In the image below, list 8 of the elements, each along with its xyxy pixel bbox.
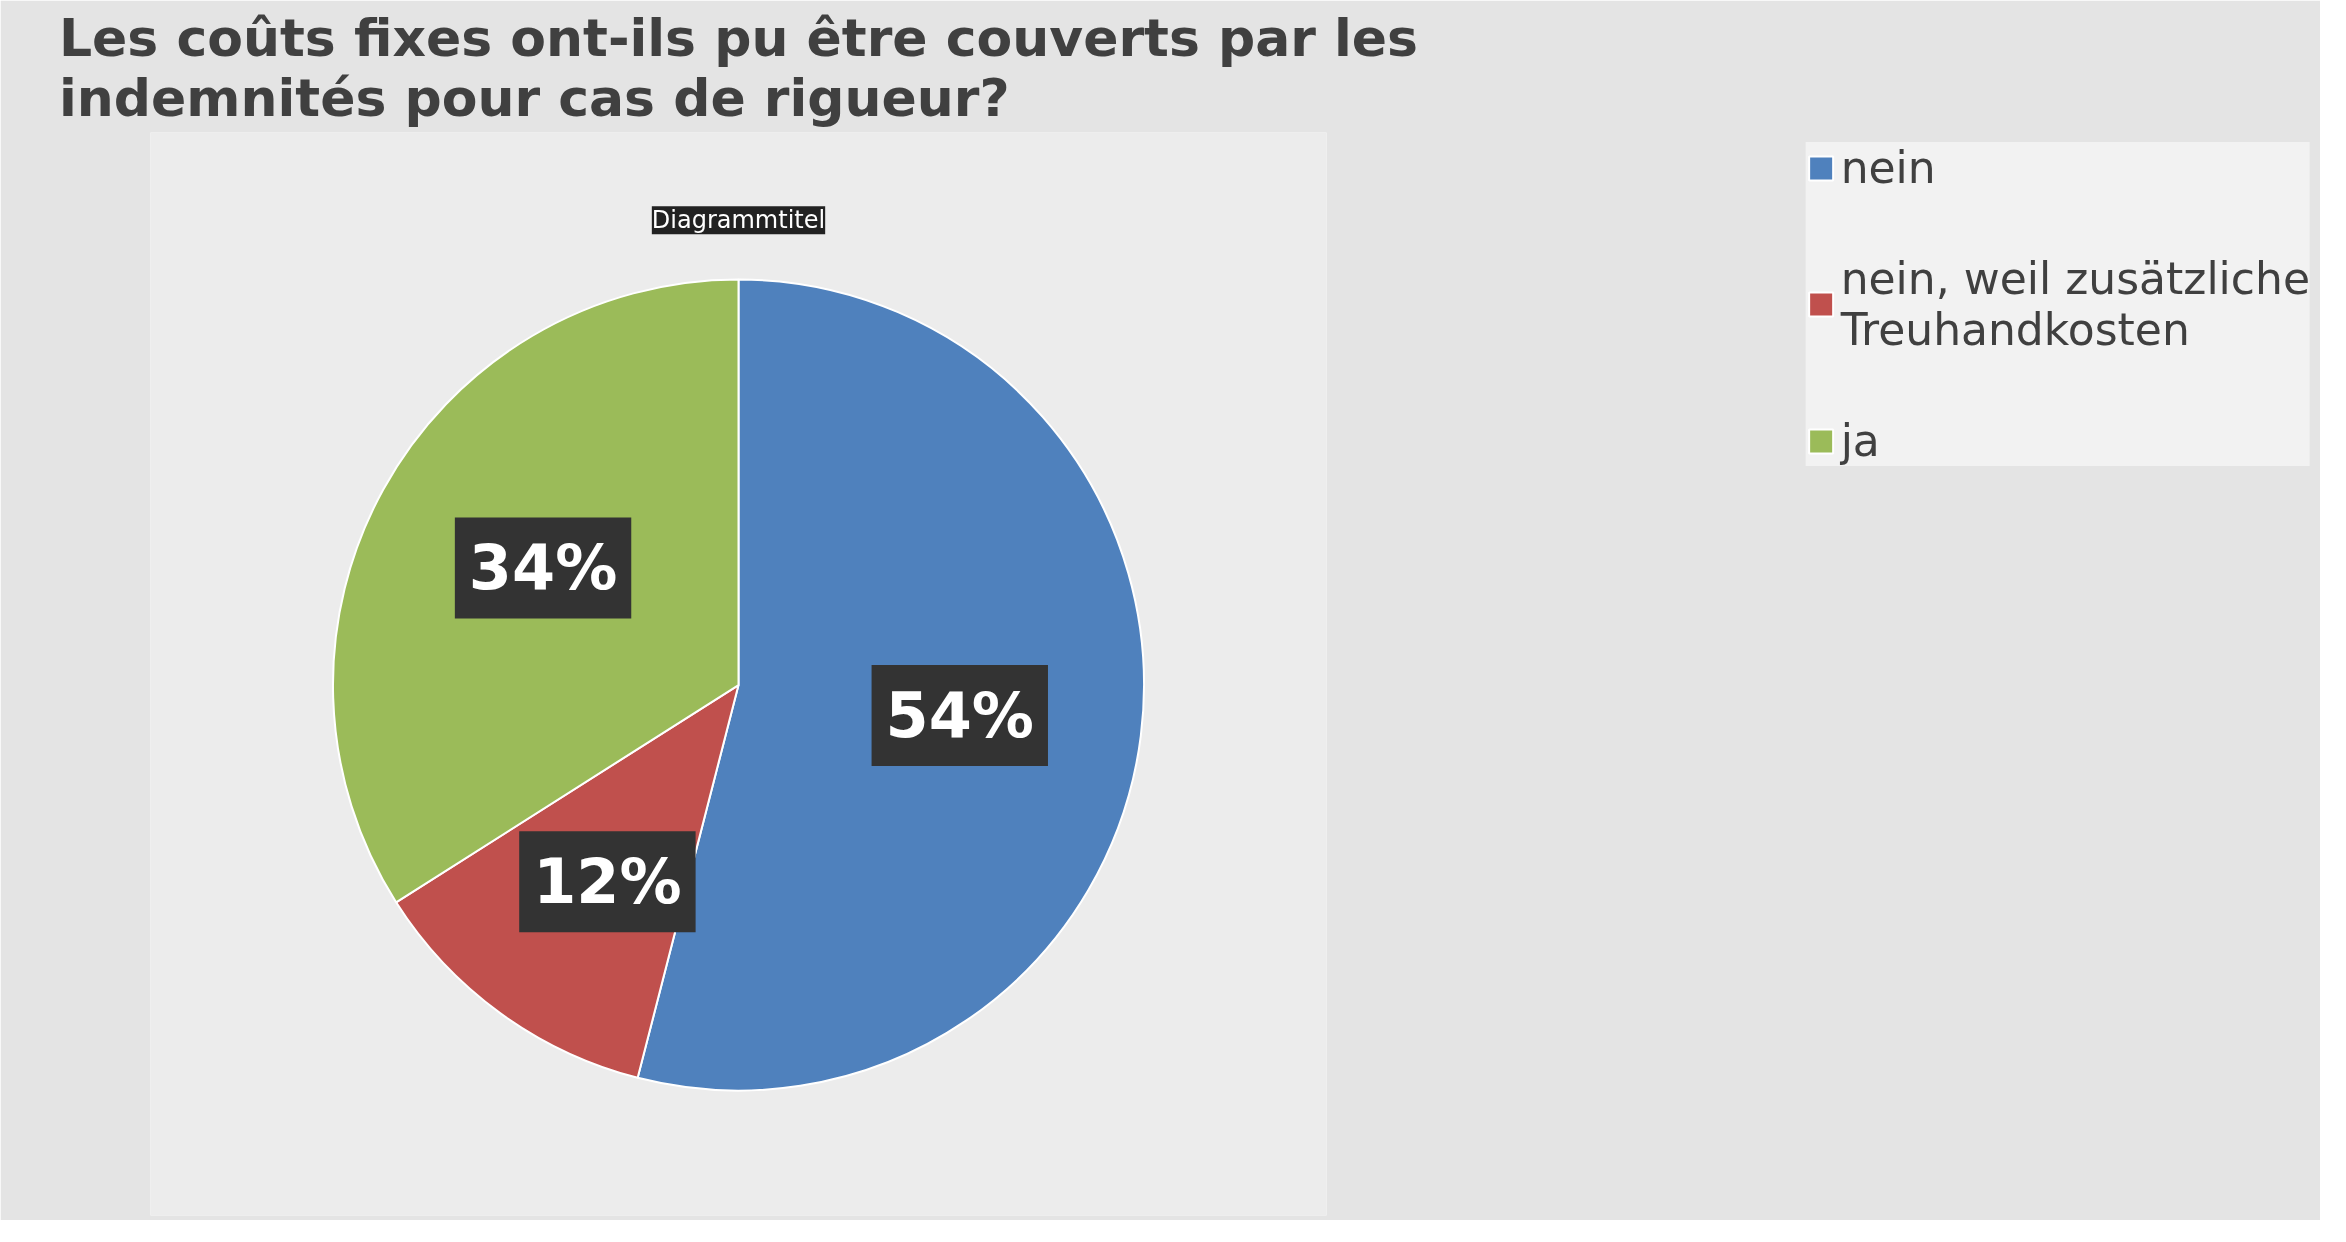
data-label: 54% <box>885 679 1034 753</box>
data-label: 12% <box>533 845 682 919</box>
legend-label: nein <box>1840 142 1936 193</box>
data-label: 34% <box>468 531 618 605</box>
legend-label: ja <box>1840 415 1880 466</box>
chart-title: Les coûts fixes ont-ils pu être couverts par les indemnités pour cas de rigueur? <box>58 7 1419 128</box>
text: Diagrammtitel <box>651 206 826 235</box>
legend-label: nein, weil zusätzliche Treuhandkosten <box>1840 253 2310 355</box>
